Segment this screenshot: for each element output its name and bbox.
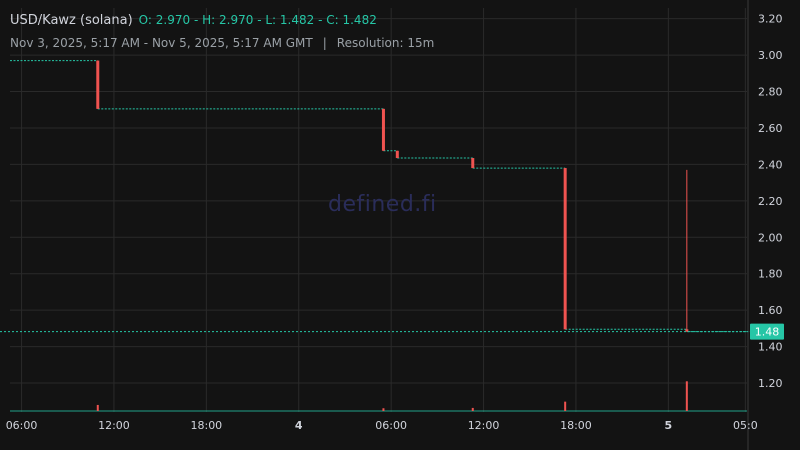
resolution: Resolution: 15m: [336, 36, 435, 50]
y-tick-label: 1.80: [758, 268, 783, 281]
ohlc-values: O: 2.970 - H: 2.970 - L: 1.482 - C: 1.48…: [138, 13, 377, 27]
y-tick-label: 2.60: [758, 122, 783, 135]
high-value: 2.970: [219, 13, 254, 27]
open-label: O:: [138, 13, 152, 27]
y-tick-label: 1.60: [758, 304, 783, 317]
volume-bar: [564, 401, 567, 411]
y-tick-label: 3.20: [758, 13, 783, 26]
volume-bar: [96, 404, 99, 411]
y-tick-label: 1.20: [758, 377, 783, 390]
y-tick-label: 2.20: [758, 195, 783, 208]
last-price-tag: [750, 323, 784, 340]
y-tick-label: 2.40: [758, 158, 783, 171]
y-tick-label: 3.00: [758, 49, 783, 62]
y-tick-label: 2.80: [758, 86, 783, 99]
candle-body: [471, 158, 475, 169]
x-tick-label: 18:00: [560, 419, 592, 432]
legend-info-row: Nov 3, 2025, 5:17 AM - Nov 5, 2025, 5:17…: [10, 33, 434, 53]
candle-body: [685, 329, 689, 332]
y-tick-label: 1.40: [758, 341, 783, 354]
chart-legend: USD/Kawz (solana) O: 2.970 - H: 2.970 - …: [10, 10, 434, 53]
low-label: L:: [265, 13, 277, 27]
volume-bar: [382, 408, 385, 411]
x-axis: 06:00 12:00 18:00 4 06:00 12:00 18:00 5 05:0: [6, 419, 758, 432]
candles: [96, 60, 689, 332]
x-tick-label: 06:00: [6, 419, 38, 432]
candle-body: [563, 168, 567, 330]
candle-body: [381, 108, 385, 151]
last-price-tag-text: 1.48: [755, 326, 780, 339]
volume-bar: [685, 381, 688, 411]
candle-body: [96, 60, 100, 109]
watermark: defined.fi: [328, 192, 437, 217]
last-price-line: 1.48: [0, 323, 784, 340]
high-label: H:: [202, 13, 216, 27]
pair-title: USD/Kawz (solana): [10, 13, 133, 28]
y-axis: 1.20 1.40 1.60 1.80 2.00 2.20 2.40 2.60 2.80 3.00…: [758, 13, 783, 390]
volume-bar: [471, 407, 474, 411]
x-tick-label: 12:00: [98, 419, 130, 432]
open-value: 2.970: [155, 13, 191, 27]
x-tick-label: 12:00: [468, 419, 500, 432]
legend-separator: |: [322, 36, 327, 50]
x-tick-label: 18:00: [190, 419, 222, 432]
close-label: C:: [326, 13, 339, 27]
volume-bars: [10, 381, 747, 412]
x-tick-label: 05:0: [733, 419, 758, 432]
x-tick-label: 4: [295, 419, 303, 432]
close-value: 1.482: [342, 13, 377, 27]
date-range: Nov 3, 2025, 5:17 AM - Nov 5, 2025, 5:17…: [10, 36, 313, 50]
candle-body: [395, 150, 399, 159]
x-tick-label: 06:00: [375, 419, 407, 432]
x-tick-label: 5: [665, 419, 673, 432]
grid: [10, 0, 749, 450]
y-tick-label: 2.00: [758, 231, 783, 244]
low-value: 1.482: [279, 13, 315, 27]
legend-title-row: USD/Kawz (solana) O: 2.970 - H: 2.970 - …: [10, 10, 434, 31]
